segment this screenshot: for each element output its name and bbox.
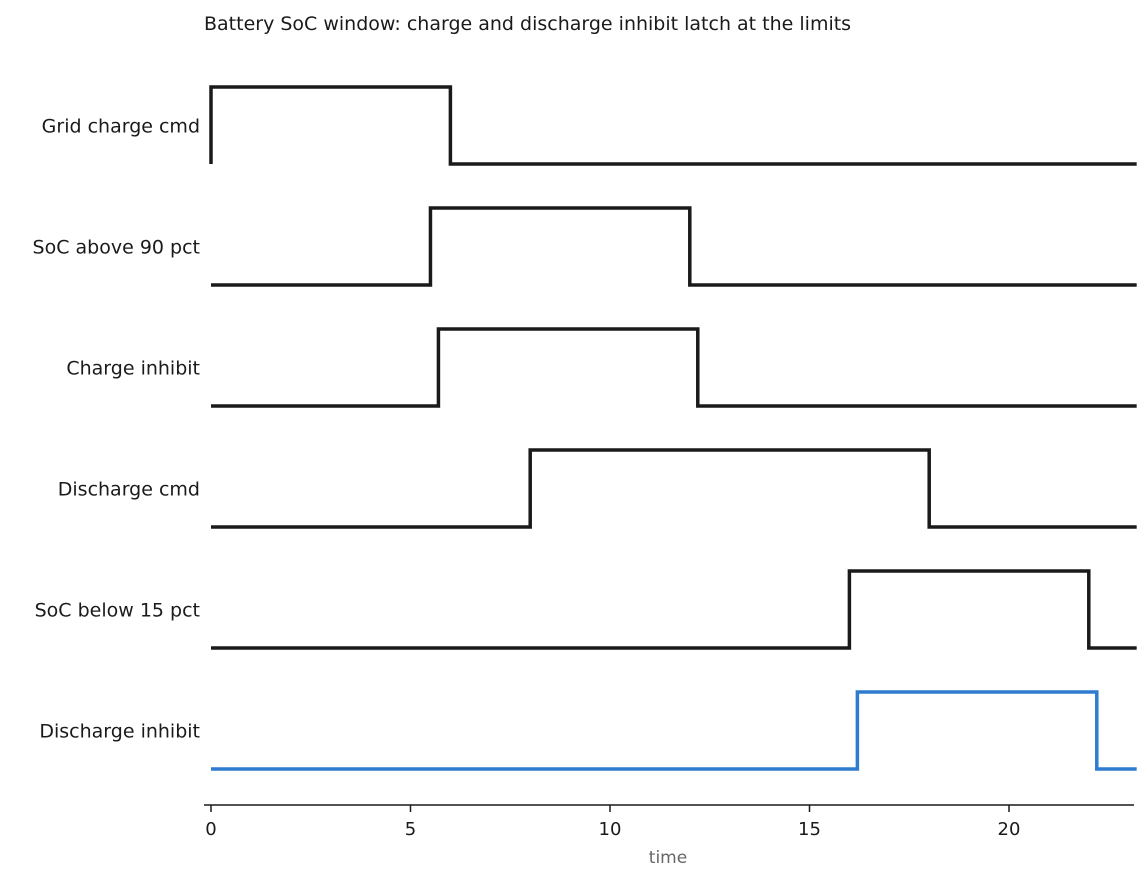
signal-label: Grid charge cmd (42, 116, 200, 138)
chart-title: Battery SoC window: charge and discharge… (204, 13, 851, 35)
signal-waveform (211, 569, 1137, 650)
signal-lane: Grid charge cmd (42, 85, 1137, 166)
x-axis: 0 5 10 15 20 time (204, 804, 1134, 868)
signal-waveform (211, 327, 1137, 408)
x-tick-label: 5 (405, 819, 416, 840)
signal-label: SoC above 90 pct (33, 237, 200, 259)
signal-waveform (211, 690, 1137, 771)
signal-waveform (209, 85, 1137, 166)
signal-lane: SoC below 15 pct (35, 569, 1137, 650)
x-tick-label: 20 (998, 819, 1021, 840)
signal-lane: Discharge cmd (58, 448, 1137, 529)
x-tick-label: 0 (205, 819, 216, 840)
x-ticks: 0 5 10 15 20 (205, 805, 1020, 840)
signal-label: Discharge inhibit (39, 721, 200, 743)
x-axis-label: time (649, 848, 687, 868)
signal-label: Charge inhibit (66, 358, 200, 380)
signal-waveform (211, 206, 1137, 287)
x-tick-label: 10 (599, 819, 622, 840)
signal-lane: SoC above 90 pct (33, 206, 1137, 287)
signal-label: SoC below 15 pct (35, 600, 200, 622)
signal-lane: Charge inhibit (66, 327, 1137, 408)
signal-lanes: Grid charge cmd SoC above 90 pct Charge in… (33, 85, 1137, 771)
signal-label: Discharge cmd (58, 479, 200, 501)
signal-waveform (211, 448, 1137, 529)
signal-lane: Discharge inhibit (39, 690, 1137, 771)
x-tick-label: 15 (798, 819, 821, 840)
